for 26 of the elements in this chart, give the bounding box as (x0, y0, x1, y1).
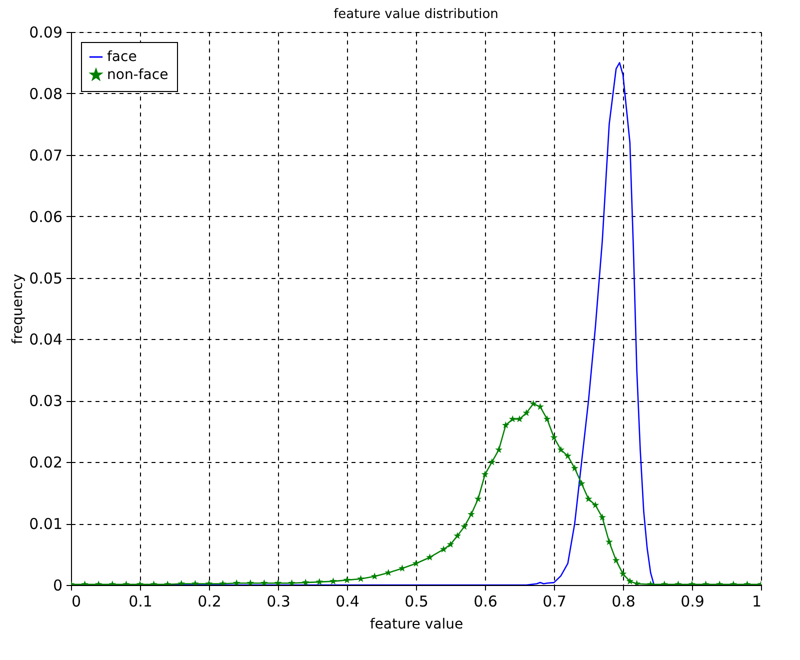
y-tick-label: 0 (52, 576, 62, 594)
x-tick-label: 0.4 (336, 592, 360, 610)
x-tick-label: 0.7 (542, 592, 566, 610)
x-axis-title: feature value (370, 616, 464, 632)
y-tick-label: 0.04 (29, 330, 62, 349)
y-tick-label: 0.01 (29, 515, 62, 534)
x-tick-label: 0.8 (612, 592, 636, 610)
y-axis-title: frequency (10, 274, 26, 344)
chart-title: feature value distribution (334, 7, 498, 22)
x-tick-label: 0.3 (266, 592, 290, 610)
x-tick-label: 0 (72, 592, 82, 610)
y-tick-label: 0.08 (29, 84, 62, 103)
x-tick-label: 1 (752, 592, 762, 610)
y-tick-label: 0.03 (29, 392, 62, 410)
legend-label: face (107, 49, 137, 65)
y-tick-label: 0.05 (29, 269, 62, 288)
x-tick-label: 0.1 (128, 592, 152, 610)
y-tick-label: 0.09 (29, 24, 62, 42)
y-tick-label: 0.07 (29, 146, 62, 164)
y-tick-label: 0.02 (29, 454, 62, 472)
y-tick-label: 0.06 (29, 208, 62, 226)
x-tick-label: 0.5 (404, 592, 428, 610)
legend-label: non-face (107, 67, 168, 83)
x-tick-label: 0.2 (198, 592, 222, 610)
x-tick-label: 0.6 (474, 592, 498, 610)
x-tick-label: 0.9 (680, 592, 704, 610)
